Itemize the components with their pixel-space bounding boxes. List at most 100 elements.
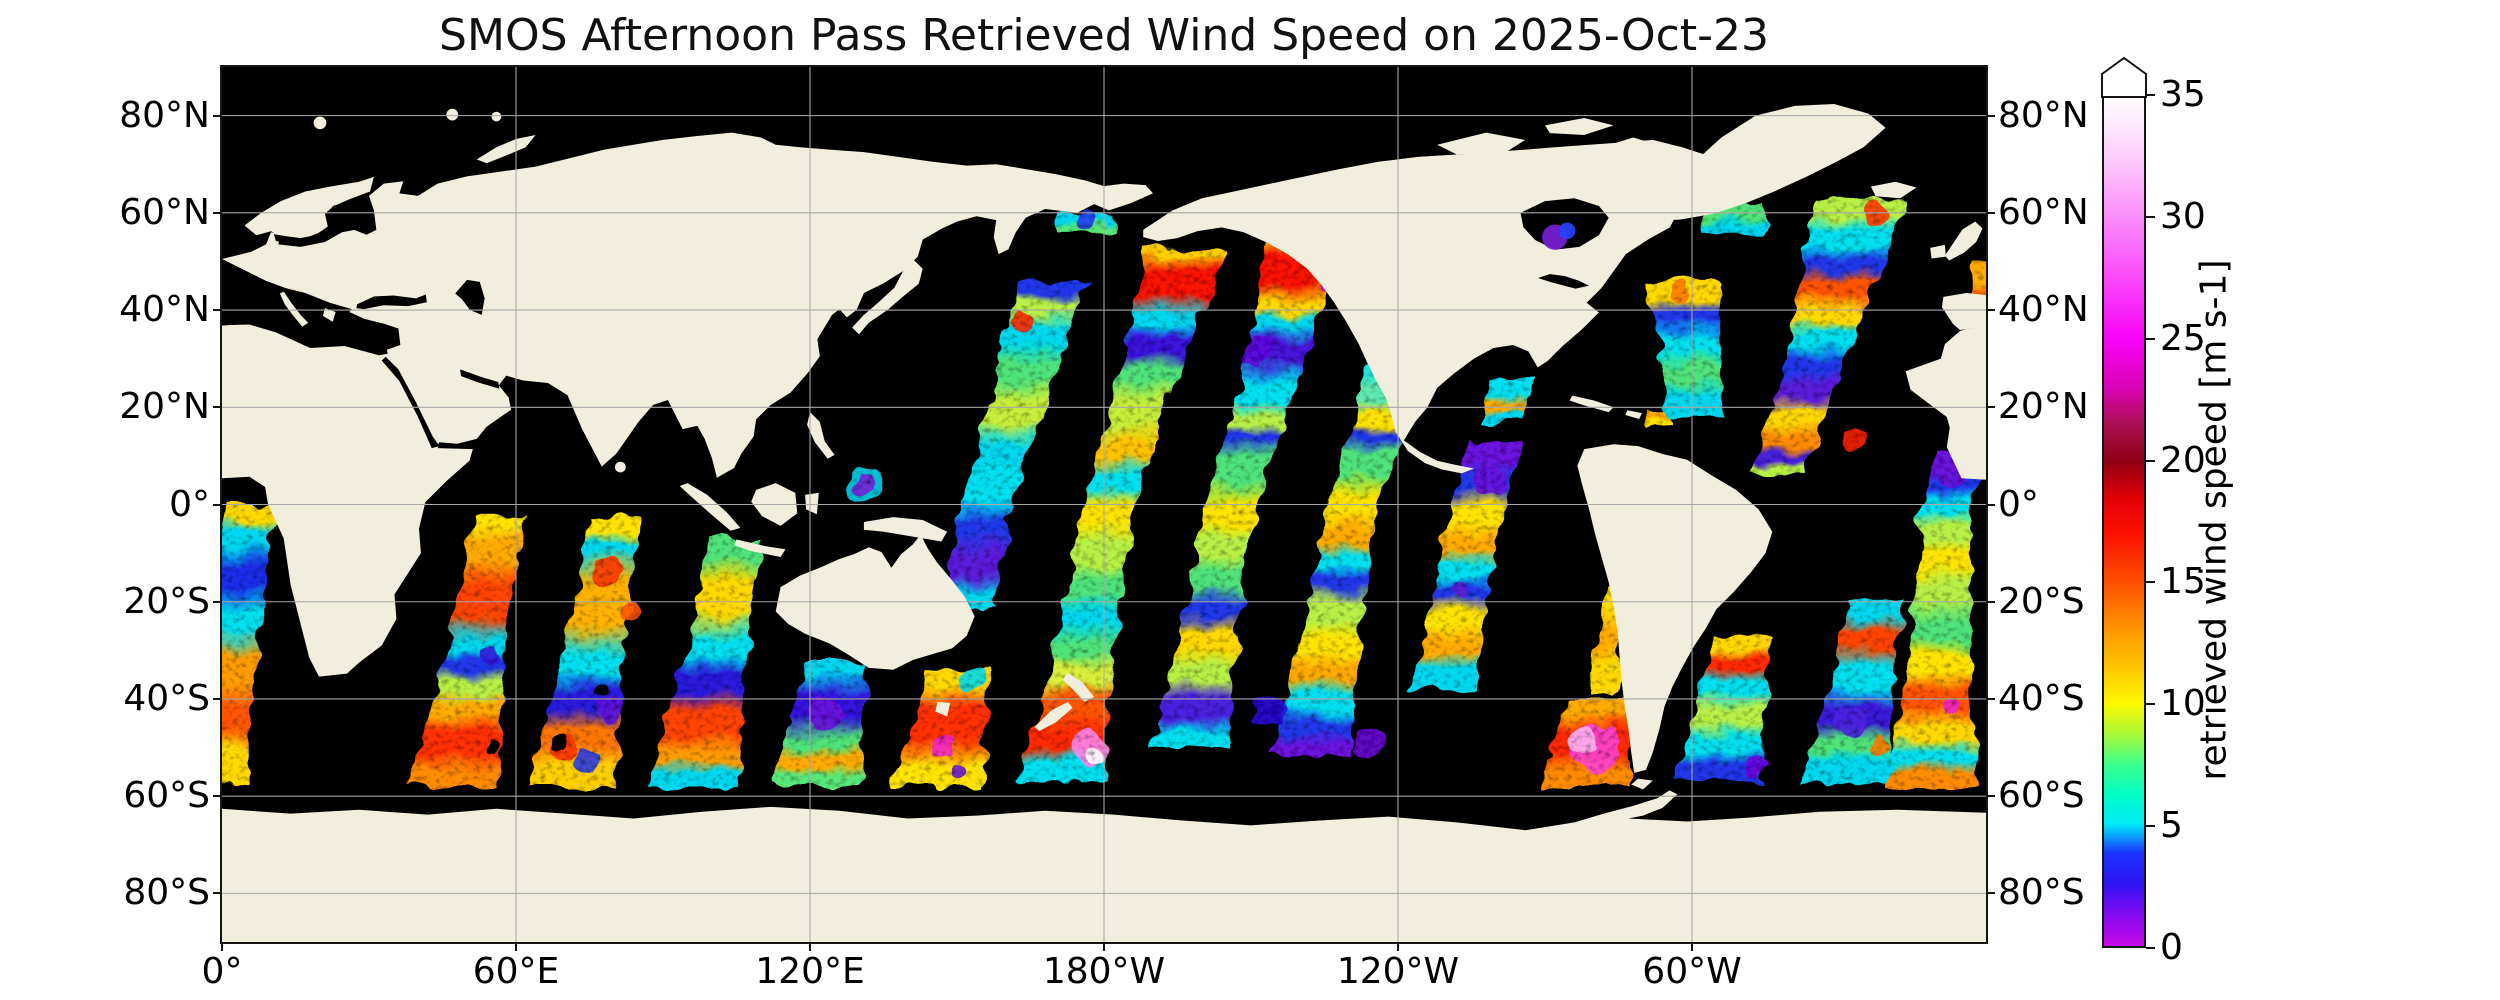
- swath-s6n: [971, 280, 1092, 466]
- lat-tickmark: [1986, 309, 1995, 312]
- lon-tickmark: [1397, 942, 1399, 951]
- wind-feature-spot: [1744, 756, 1767, 778]
- swath-s12car: [1646, 409, 1669, 425]
- wind-feature-spot: [1863, 202, 1889, 228]
- colorbar-tickmark: [2146, 581, 2155, 584]
- lat-tick-label-left: 40°S: [123, 677, 210, 719]
- lat-tickmark: [213, 600, 222, 603]
- colorbar-tickmark: [2146, 94, 2155, 96]
- colorbar-tick-label: 15: [2160, 561, 2206, 603]
- lat-tickmark: [213, 211, 222, 214]
- land-tierra-del-fuego: [1631, 778, 1653, 790]
- swath-s12arg: [1672, 635, 1773, 782]
- world-map-canvas: [222, 67, 1986, 942]
- land-cuba: [1569, 395, 1614, 413]
- colorbar-tickmark: [2146, 459, 2155, 462]
- swath-s8: [1149, 232, 1359, 748]
- lat-tickmark: [1986, 892, 1995, 895]
- land-sulawesi: [805, 492, 819, 515]
- land-eurafrasia: [222, 132, 1153, 677]
- swath-s4: [648, 538, 762, 787]
- land-greenland: [1633, 103, 1886, 221]
- wind-feature-spot: [574, 749, 600, 775]
- lat-tick-label-right: 60°S: [1998, 775, 2085, 817]
- colorbar-tick-label: 20: [2160, 439, 2206, 481]
- lat-tick-label-right: 40°S: [1998, 677, 2085, 719]
- sea-mediterranean: [222, 306, 401, 351]
- land-philippines: [807, 412, 835, 459]
- land-new-guinea: [863, 517, 948, 542]
- sea-black-sea: [356, 294, 427, 310]
- lon-tick-label: 60°W: [1642, 951, 1742, 992]
- colorbar-tick-label: 25: [2160, 317, 2206, 359]
- land-great-britain: [1944, 221, 1983, 261]
- lon-tick-label: 0°: [201, 951, 243, 992]
- colorbar-axis-label: retrieved wind speed [m s-1]: [2193, 259, 2235, 781]
- wind-feature-spot: [807, 696, 842, 731]
- wind-feature-spot: [1558, 222, 1576, 240]
- colorbar-tickmark: [2146, 703, 2155, 706]
- wind-feature-spot: [1353, 728, 1384, 758]
- lat-tickmark: [1986, 600, 1995, 603]
- wind-feature-spot: [1843, 429, 1864, 449]
- colorbar-tick-label: 5: [2160, 805, 2183, 847]
- island: [446, 108, 459, 121]
- island: [491, 111, 502, 122]
- land-greece: [322, 308, 336, 322]
- wind-feature-spot: [1475, 464, 1507, 496]
- lat-tick-label-left: 60°S: [123, 775, 210, 817]
- lon-tickmark: [221, 942, 223, 951]
- lat-tickmark: [213, 892, 222, 895]
- land-hispaniola: [1625, 410, 1643, 419]
- wind-feature-spot: [596, 696, 622, 722]
- wind-feature-spot: [931, 736, 954, 759]
- island: [614, 461, 626, 473]
- lat-tickmark: [1986, 114, 1995, 117]
- land-south-america: [1577, 444, 1773, 773]
- wind-feature-spot: [1449, 579, 1470, 600]
- lat-tick-label-left: 20°N: [119, 386, 210, 428]
- swath-s13: [1753, 198, 1909, 476]
- swath-s2: [407, 514, 526, 787]
- island-hole: [484, 740, 499, 755]
- lat-tickmark: [1986, 211, 1995, 214]
- island-hole: [1861, 311, 1872, 323]
- land-ireland: [1930, 244, 1946, 259]
- lat-tick-label-right: 0°: [1998, 483, 2039, 525]
- land-tasmania: [935, 701, 951, 717]
- wind-feature-spot: [1865, 735, 1891, 760]
- lat-tick-label-right: 80°N: [1998, 94, 2089, 136]
- lat-tick-label-left: 40°N: [119, 289, 210, 331]
- wind-feature-spot: [1252, 693, 1289, 729]
- land-scandinavia: [244, 176, 374, 241]
- lat-tick-label-left: 60°N: [119, 191, 210, 233]
- colorbar-tick-label: 35: [2160, 74, 2206, 115]
- land-java: [734, 539, 786, 557]
- lat-tickmark: [213, 697, 222, 700]
- colorbar-tickmark: [2146, 825, 2155, 828]
- lat-tickmark: [213, 114, 222, 117]
- swath-s12us: [1648, 280, 1724, 417]
- page-title: SMOS Afternoon Pass Retrieved Wind Speed…: [439, 10, 1769, 61]
- swath-s7: [1016, 246, 1230, 782]
- lat-tickmark: [213, 503, 222, 506]
- wind-feature-spot: [959, 667, 984, 692]
- wind-feature-spot: [1009, 311, 1032, 333]
- island-hole: [552, 734, 568, 751]
- sea-baltic-sea: [273, 205, 343, 245]
- lat-tick-label-right: 40°N: [1998, 289, 2089, 331]
- land-iceland: [1870, 181, 1917, 199]
- colorbar-extend-arrow: [2101, 56, 2147, 98]
- colorbar-gradient: [2102, 95, 2146, 948]
- lon-tick-label: 120°W: [1336, 951, 1460, 992]
- island-hole: [1296, 542, 1309, 555]
- land-arctic-archipelago-2: [1545, 118, 1614, 136]
- graticule: [222, 67, 1986, 942]
- lat-tick-label-left: 80°S: [123, 872, 210, 914]
- lat-tick-label-left: 0°: [169, 483, 210, 525]
- swath-s10g: [1481, 378, 1535, 422]
- island-hole: [596, 684, 608, 696]
- lat-tickmark: [213, 309, 222, 312]
- swath-s6e: [940, 465, 1025, 612]
- colorbar-tick-label: 0: [2160, 927, 2183, 968]
